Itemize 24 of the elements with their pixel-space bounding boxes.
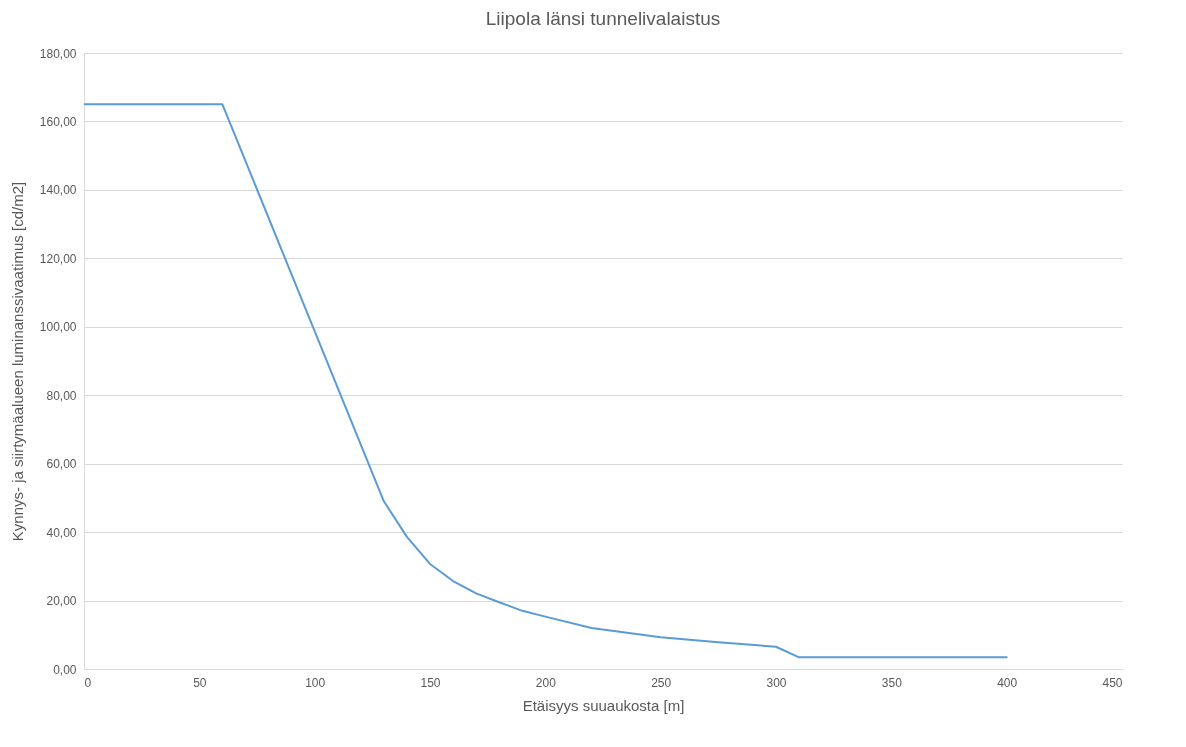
y-tick-label: 80,00 <box>46 388 77 403</box>
y-tick-label: 180,00 <box>39 46 77 61</box>
x-tick-label: 0 <box>84 675 92 690</box>
chart-title: Liipola länsi tunnelivalaistus <box>485 8 721 29</box>
y-tick-label: 140,00 <box>39 183 77 198</box>
x-tick-label: 250 <box>651 675 672 690</box>
y-tick-label: 100,00 <box>39 320 77 335</box>
y-tick-label: 40,00 <box>46 525 77 540</box>
y-tick-label: 120,00 <box>39 251 77 266</box>
x-tick-label: 450 <box>1102 675 1123 690</box>
x-tick-label: 100 <box>305 675 326 690</box>
x-tick-label: 150 <box>420 675 441 690</box>
y-tick-label: 160,00 <box>39 114 77 129</box>
x-tick-label: 350 <box>881 675 903 690</box>
x-axis-title: Etäisyys suuaukosta [m] <box>522 696 685 714</box>
y-tick-label: 60,00 <box>46 457 77 472</box>
y-tick-label: 0,00 <box>53 662 77 677</box>
x-tick-label: 200 <box>535 675 557 690</box>
y-axis-title: Kynnys- ja siirtymäalueen luminanssivaatimus [cd/m2] <box>8 181 26 542</box>
x-tick-label: 300 <box>766 675 787 690</box>
line-series <box>84 103 1008 659</box>
y-tick-label: 20,00 <box>46 594 77 609</box>
x-tick-label: 400 <box>997 675 1018 690</box>
x-tick-label: 50 <box>193 675 207 690</box>
